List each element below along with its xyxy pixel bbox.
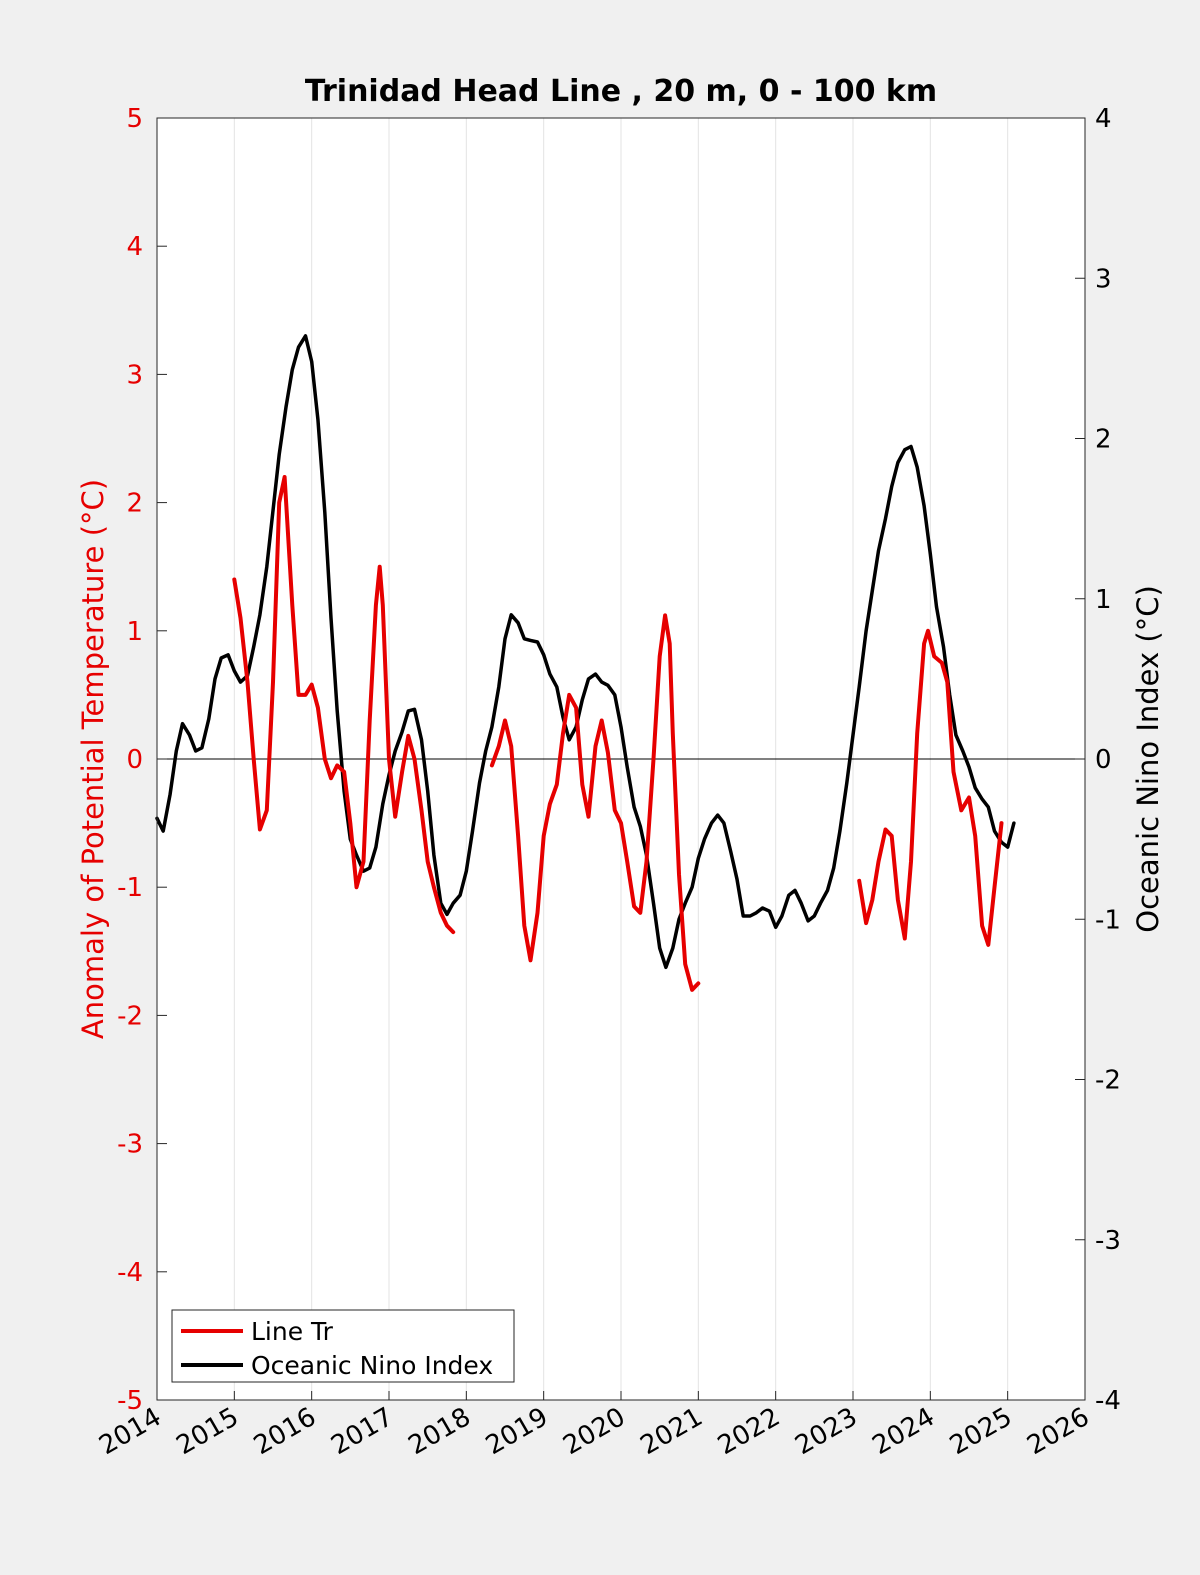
y-axis-left-label: Anomaly of Potential Temperature (°C) (76, 479, 110, 1039)
y-left-tick-label: -1 (117, 873, 143, 903)
y-right-tick-label: 1 (1095, 585, 1112, 615)
y-right-tick-label: -4 (1095, 1386, 1121, 1416)
y-axis-right-label: Oceanic Nino Index (°C) (1131, 585, 1165, 933)
y-left-tick-label: -5 (117, 1386, 143, 1416)
y-right-tick-label: -3 (1095, 1226, 1121, 1256)
y-axis-right: 4 3 2 1 0 -1 -2 -3 -4 (1075, 104, 1121, 1416)
y-left-tick-label: -4 (117, 1258, 143, 1288)
y-left-tick-label: 0 (126, 745, 143, 775)
legend-label-oni: Oceanic Nino Index (251, 1351, 493, 1380)
legend-box (171, 1309, 515, 1383)
y-left-tick-label: 5 (126, 104, 143, 134)
chart-title: Trinidad Head Line , 20 m, 0 - 100 km (305, 74, 937, 109)
series-group (155, 334, 1016, 992)
series-line-line-tr-segment (232, 475, 456, 935)
y-right-tick-label: 0 (1095, 745, 1112, 775)
legend-label-line-tr: Line Tr (251, 1317, 334, 1346)
y-left-tick-label: -2 (117, 1001, 143, 1031)
y-left-tick-label: 1 (126, 617, 143, 647)
series-line-oceanic-nino-index (155, 334, 1016, 970)
y-left-tick-label: -3 (117, 1130, 143, 1160)
y-left-tick-label: 4 (126, 232, 143, 262)
y-right-tick-label: -2 (1095, 1066, 1121, 1096)
y-axis-left: 5 4 3 2 1 0 -1 -2 -3 -4 -5 (117, 104, 167, 1416)
y-left-tick-label: 3 (126, 360, 143, 390)
y-left-tick-label: 2 (126, 489, 143, 519)
y-right-tick-label: 4 (1095, 104, 1112, 134)
series-line-line-tr-segment (857, 628, 1004, 947)
y-right-tick-label: 3 (1095, 264, 1112, 294)
y-right-tick-label: -1 (1095, 905, 1121, 935)
legend: Line Tr Oceanic Nino Index (171, 1309, 515, 1383)
y-right-tick-label: 2 (1095, 425, 1112, 455)
series-line-line-tr-segment (489, 613, 701, 992)
